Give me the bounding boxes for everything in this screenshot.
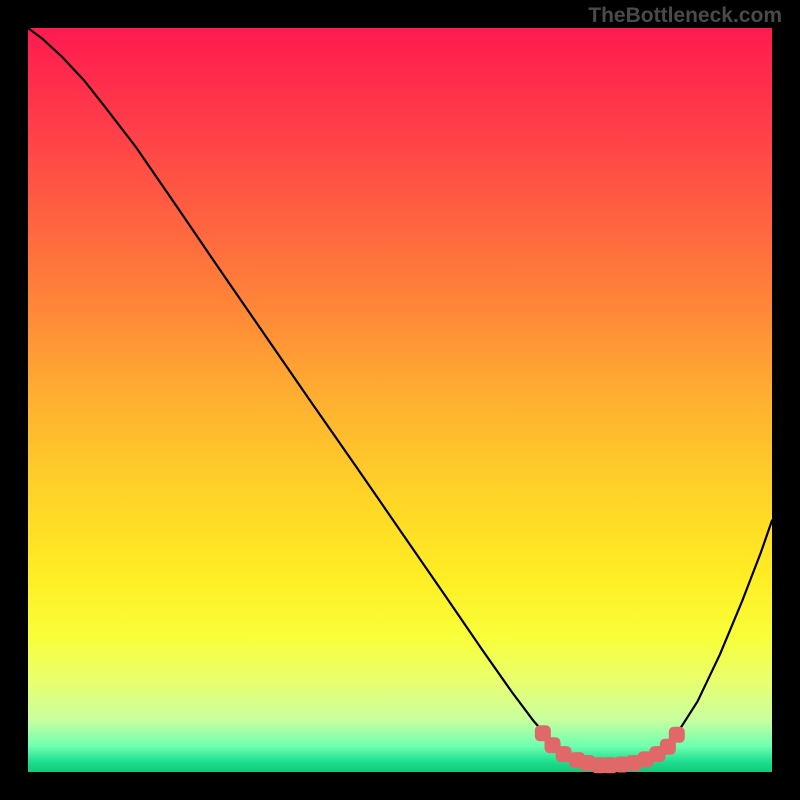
watermark-text: TheBottleneck.com [588,4,782,28]
bottleneck-curve [28,28,772,766]
chart-svg [28,28,772,772]
marker-group [535,725,685,773]
marker-point [669,727,685,743]
plot-area [28,28,772,772]
